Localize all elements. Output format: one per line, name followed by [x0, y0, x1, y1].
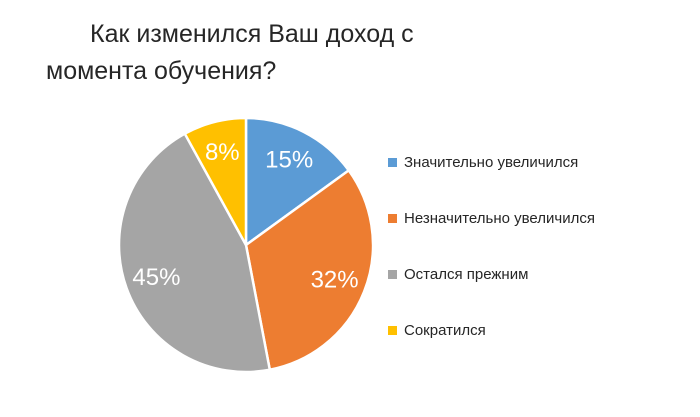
legend-marker-square: [388, 157, 397, 167]
legend-item-slightly-increased: Незначительно увеличился: [388, 208, 595, 228]
legend-item-decreased: Сократился: [388, 320, 595, 340]
pie-slice-3: [117, 132, 272, 374]
pie-slice-percent-label: 15%: [265, 147, 313, 174]
legend-label: Значительно увеличился: [404, 153, 579, 171]
legend-item-stayed-same: Остался прежним: [388, 264, 595, 284]
legend-marker-square: [388, 325, 397, 335]
pie-slice-percent-label: 8%: [205, 139, 240, 166]
pie-slice-2: [244, 169, 375, 371]
pie-chart-area: 15% 32% 45% 8%: [116, 115, 376, 375]
legend-label: Остался прежним: [404, 265, 529, 283]
pie-slice-percent-label: 45%: [132, 264, 180, 291]
pie-slice-1: [244, 116, 350, 247]
legend-label: Сократился: [404, 321, 486, 339]
legend-marker-square: [388, 213, 397, 223]
pie-slice-4: [183, 116, 248, 247]
legend-item-significantly-increased: Значительно увеличился: [388, 152, 595, 172]
chart-legend: Значительно увеличился Незначительно уве…: [388, 152, 595, 376]
chart-title: Как изменился Ваш доход с момента обучен…: [46, 16, 486, 90]
pie-slice-percent-label: 32%: [311, 267, 359, 294]
legend-label: Незначительно увеличился: [404, 209, 595, 227]
legend-marker-square: [388, 269, 397, 279]
chart-title-line-1: Как изменился Ваш доход с: [90, 20, 414, 48]
pie-chart: 15% 32% 45% 8%: [117, 116, 375, 374]
chart-title-line-2: момента обучения?: [46, 57, 277, 85]
